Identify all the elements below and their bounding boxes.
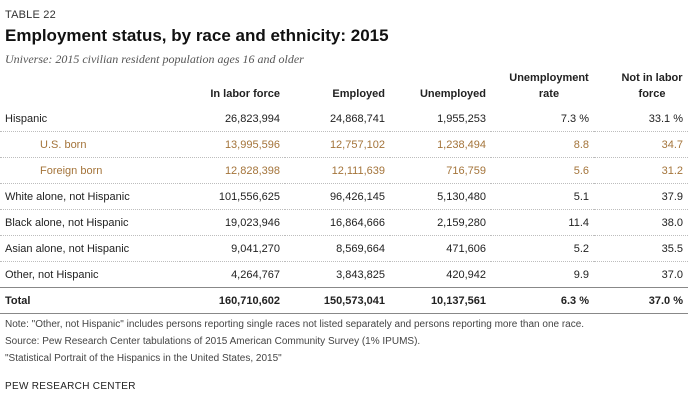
cell-labor-force: 12,828,398 (180, 157, 285, 184)
page-title: Employment status, by race and ethnicity… (5, 26, 389, 45)
cell-not-in-labor-force: 38.0 (594, 209, 688, 236)
table-row: U.S. born 13,995,596 12,757,102 1,238,49… (0, 131, 688, 158)
row-label: Black alone, not Hispanic (0, 209, 180, 236)
cell-unemployed: 471,606 (390, 235, 491, 262)
cell-labor-force: 19,023,946 (180, 209, 285, 236)
header-unemployment-rate: Unemployment rate (491, 70, 594, 106)
row-label: U.S. born (0, 131, 180, 158)
cell-unemployment-rate: 6.3 % (491, 287, 594, 314)
org-credit: PEW RESEARCH CENTER (5, 381, 136, 392)
note-text: Note: "Other, not Hispanic" includes per… (5, 319, 585, 330)
cell-unemployed: 2,159,280 (390, 209, 491, 236)
row-label: White alone, not Hispanic (0, 183, 180, 210)
table-row: Foreign born 12,828,398 12,111,639 716,7… (0, 157, 688, 184)
cell-unemployed: 5,130,480 (390, 183, 491, 210)
cell-labor-force: 13,995,596 (180, 131, 285, 158)
header-not-in-labor-force-text: Not in labor force (621, 72, 683, 100)
cell-labor-force: 101,556,625 (180, 183, 285, 210)
cell-unemployment-rate: 9.9 (491, 261, 594, 288)
cell-not-in-labor-force: 35.5 (594, 235, 688, 262)
row-label: Other, not Hispanic (0, 261, 180, 288)
header-unemployment-rate-text: Unemployment rate (509, 72, 589, 100)
cell-employed: 12,757,102 (285, 131, 390, 158)
row-label: Asian alone, not Hispanic (0, 235, 180, 262)
cell-not-in-labor-force: 37.9 (594, 183, 688, 210)
header-employed: Employed (332, 88, 385, 100)
cell-labor-force: 160,710,602 (180, 287, 285, 314)
cell-unemployment-rate: 5.2 (491, 235, 594, 262)
cell-unemployment-rate: 7.3 % (491, 106, 594, 132)
cell-employed: 16,864,666 (285, 209, 390, 236)
cell-not-in-labor-force: 37.0 (594, 261, 688, 288)
cell-unemployment-rate: 8.8 (491, 131, 594, 158)
cell-unemployment-rate: 5.1 (491, 183, 594, 210)
cell-employed: 96,426,145 (285, 183, 390, 210)
cell-unemployed: 1,238,494 (390, 131, 491, 158)
header-labor-force: In labor force (210, 88, 280, 100)
row-label: Total (0, 287, 180, 314)
cell-unemployment-rate: 11.4 (491, 209, 594, 236)
total-row: Total 160,710,602 150,573,041 10,137,561… (0, 287, 688, 314)
cell-labor-force: 4,264,767 (180, 261, 285, 288)
header-unemployed: Unemployed (419, 88, 486, 100)
cell-unemployed: 420,942 (390, 261, 491, 288)
cell-unemployed: 716,759 (390, 157, 491, 184)
cell-employed: 3,843,825 (285, 261, 390, 288)
cell-employed: 12,111,639 (285, 157, 390, 184)
table-row: Black alone, not Hispanic 19,023,946 16,… (0, 209, 688, 236)
cell-unemployment-rate: 5.6 (491, 157, 594, 184)
cell-not-in-labor-force: 37.0 % (594, 287, 688, 314)
header-not-in-labor-force: Not in labor force (594, 70, 688, 106)
table-row: Asian alone, not Hispanic 9,041,270 8,56… (0, 235, 688, 262)
cell-labor-force: 9,041,270 (180, 235, 285, 262)
cell-labor-force: 26,823,994 (180, 106, 285, 132)
report-title-text: "Statistical Portrait of the Hispanics i… (5, 353, 282, 364)
source-text: Source: Pew Research Center tabulations … (5, 336, 421, 347)
cell-employed: 8,569,664 (285, 235, 390, 262)
subtitle: Universe: 2015 civilian resident populat… (5, 52, 304, 66)
table-row: White alone, not Hispanic 101,556,625 96… (0, 183, 688, 210)
table-row: Other, not Hispanic 4,264,767 3,843,825 … (0, 261, 688, 288)
row-label: Foreign born (0, 157, 180, 184)
notes: Note: "Other, not Hispanic" includes per… (5, 316, 584, 367)
cell-unemployed: 1,955,253 (390, 106, 491, 132)
cell-not-in-labor-force: 34.7 (594, 131, 688, 158)
cell-unemployed: 10,137,561 (390, 287, 491, 314)
employment-table: In labor force Employed Unemployed Unemp… (0, 70, 688, 314)
cell-not-in-labor-force: 31.2 (594, 157, 688, 184)
cell-employed: 24,868,741 (285, 106, 390, 132)
table-tag: TABLE 22 (5, 9, 56, 21)
cell-not-in-labor-force: 33.1 % (594, 106, 688, 132)
row-label: Hispanic (0, 106, 180, 132)
table-header-row: In labor force Employed Unemployed Unemp… (0, 70, 688, 106)
cell-employed: 150,573,041 (285, 287, 390, 314)
header-empty (0, 70, 180, 106)
table-row: Hispanic 26,823,994 24,868,741 1,955,253… (0, 106, 688, 132)
